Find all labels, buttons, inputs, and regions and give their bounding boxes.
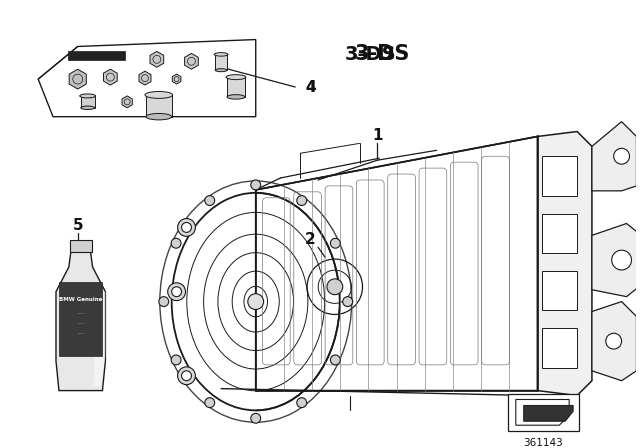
Polygon shape (538, 132, 592, 396)
Circle shape (330, 238, 340, 248)
Circle shape (248, 294, 264, 310)
Bar (543, 271, 577, 310)
Bar (146, 95, 172, 116)
Polygon shape (172, 74, 181, 84)
Polygon shape (122, 96, 132, 108)
Polygon shape (69, 69, 86, 89)
Bar (59, 282, 102, 356)
Polygon shape (592, 302, 636, 381)
Ellipse shape (146, 113, 172, 120)
Ellipse shape (226, 75, 246, 80)
Text: 361143: 361143 (524, 438, 563, 448)
Polygon shape (139, 71, 151, 85)
Circle shape (182, 371, 191, 381)
Circle shape (168, 283, 186, 301)
Circle shape (172, 287, 182, 297)
Text: 4: 4 (305, 79, 316, 95)
Text: ___: ___ (77, 309, 85, 314)
Text: 5: 5 (72, 218, 83, 233)
Polygon shape (592, 121, 636, 191)
Bar (70, 240, 92, 252)
Polygon shape (516, 400, 569, 425)
Circle shape (182, 223, 191, 233)
Bar (543, 214, 577, 253)
Polygon shape (256, 137, 538, 391)
Polygon shape (592, 224, 640, 297)
Circle shape (205, 196, 214, 206)
Text: 3-DS: 3-DS (345, 45, 396, 64)
Circle shape (297, 196, 307, 206)
Ellipse shape (145, 91, 173, 99)
Ellipse shape (81, 106, 95, 109)
Bar (508, 393, 579, 431)
Text: ___: ___ (77, 329, 85, 334)
Text: 2: 2 (305, 232, 316, 247)
Text: BMW Genuine: BMW Genuine (59, 297, 102, 302)
Bar (227, 77, 245, 97)
Circle shape (178, 367, 195, 385)
Circle shape (178, 219, 195, 237)
Circle shape (343, 297, 353, 306)
Bar (543, 156, 577, 196)
Bar (215, 54, 227, 70)
Polygon shape (104, 69, 117, 85)
Polygon shape (524, 405, 573, 421)
Bar (81, 96, 95, 108)
Bar (68, 52, 125, 60)
Polygon shape (184, 53, 198, 69)
Circle shape (205, 398, 214, 408)
Polygon shape (93, 292, 106, 386)
Circle shape (612, 250, 632, 270)
Circle shape (614, 148, 630, 164)
Circle shape (297, 398, 307, 408)
Circle shape (330, 355, 340, 365)
Text: 4: 4 (305, 79, 316, 95)
Ellipse shape (80, 94, 95, 98)
Text: ___: ___ (77, 319, 85, 324)
Circle shape (327, 279, 343, 295)
Polygon shape (38, 39, 256, 116)
Circle shape (171, 238, 181, 248)
Circle shape (251, 414, 260, 423)
Ellipse shape (227, 95, 245, 99)
Bar (543, 328, 577, 368)
Ellipse shape (215, 69, 227, 72)
Circle shape (171, 355, 181, 365)
Text: 1: 1 (372, 128, 383, 143)
Polygon shape (150, 52, 164, 67)
Circle shape (251, 180, 260, 190)
Circle shape (606, 333, 621, 349)
Ellipse shape (214, 53, 228, 56)
Polygon shape (56, 252, 106, 391)
Circle shape (159, 297, 169, 306)
Text: 3-DS: 3-DS (355, 44, 410, 65)
